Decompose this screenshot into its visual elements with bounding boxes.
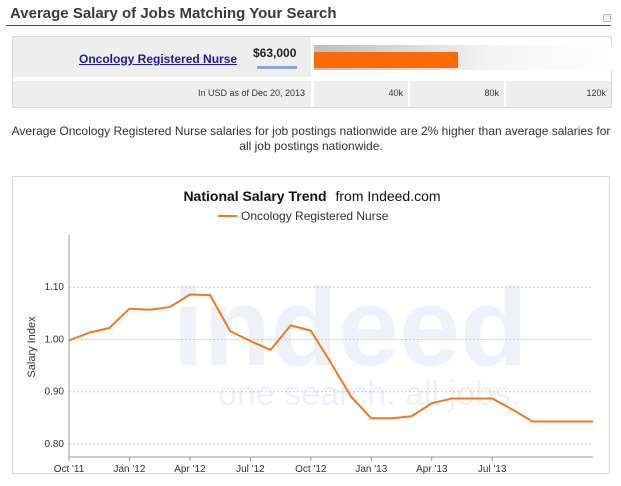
x-tick-label: Apr '13: [416, 464, 448, 475]
y-tick-label: 0.80: [45, 439, 65, 450]
chart-title: National Salary Trend from Indeed.com: [183, 188, 440, 204]
salary-box: Oncology Registered Nurse $63,000 In USD…: [12, 36, 612, 108]
watermark-tagline: one search. all jobs.: [218, 375, 520, 413]
x-tick-label: Oct '12: [295, 464, 327, 475]
scale-cell-120k: 120k: [506, 81, 611, 107]
currency-note: In USD as of Dec 20, 2013: [197, 88, 305, 98]
salary-trend-chart: indeed one search. all jobs. National Sa…: [12, 176, 610, 475]
scale-cell-40k: 40k: [314, 81, 408, 107]
x-tick-label: Jan '12: [113, 464, 145, 475]
y-tick-label: 1.10: [45, 282, 65, 293]
chart-canvas: indeed one search. all jobs. National Sa…: [26, 188, 593, 475]
series-line: [68, 293, 593, 423]
x-tick-label: Apr '12: [174, 464, 206, 475]
salary-amount: $63,000: [253, 46, 297, 60]
chart-axes: 0.80 0.90 1.00 1.10 Oct '11 Jan '12 Apr '12 Jul…: [45, 235, 593, 475]
job-title-link[interactable]: Oncology Registered Nurse: [79, 52, 238, 66]
chart-title-bold: National Salary Trend: [183, 188, 326, 204]
salary-bar-cell: [314, 37, 612, 77]
section-title: Average Salary of Jobs Matching Your Sea…: [10, 5, 337, 22]
scale-tick: 80k: [484, 88, 499, 98]
legend-label: Oncology Registered Nurse: [241, 209, 389, 223]
y-tick-label: 1.00: [45, 334, 65, 345]
comparison-text: Average Oncology Registered Nurse salari…: [11, 124, 611, 153]
section-header: Average Salary of Jobs Matching Your Sea…: [6, 4, 611, 26]
salary-bar: [314, 52, 458, 68]
job-cell: Oncology Registered Nurse $63,000: [13, 37, 311, 77]
scale-tick: 40k: [388, 88, 403, 98]
collapse-icon[interactable]: [603, 14, 611, 22]
salary-amount-underline: [257, 66, 297, 69]
chart-series: [68, 293, 593, 423]
chart-gridlines: [69, 286, 593, 445]
scale-cell-80k: 80k: [410, 81, 504, 107]
chart-legend: Oncology Registered Nurse: [218, 209, 389, 223]
watermark-brand: indeed: [173, 266, 528, 389]
x-tick-label: Jan '13: [355, 464, 387, 475]
y-axis-label: Salary Index: [26, 316, 38, 378]
indeed-watermark: indeed one search. all jobs.: [173, 266, 528, 413]
x-tick-label: Oct '11: [54, 464, 85, 475]
x-tick-label: Jul '12: [236, 464, 265, 475]
y-tick-label: 0.90: [45, 387, 65, 398]
scale-tick: 120k: [586, 88, 606, 98]
chart-title-rest: from Indeed.com: [336, 188, 441, 204]
x-tick-label: Jul '13: [478, 464, 507, 475]
currency-cell: In USD as of Dec 20, 2013: [13, 81, 311, 107]
